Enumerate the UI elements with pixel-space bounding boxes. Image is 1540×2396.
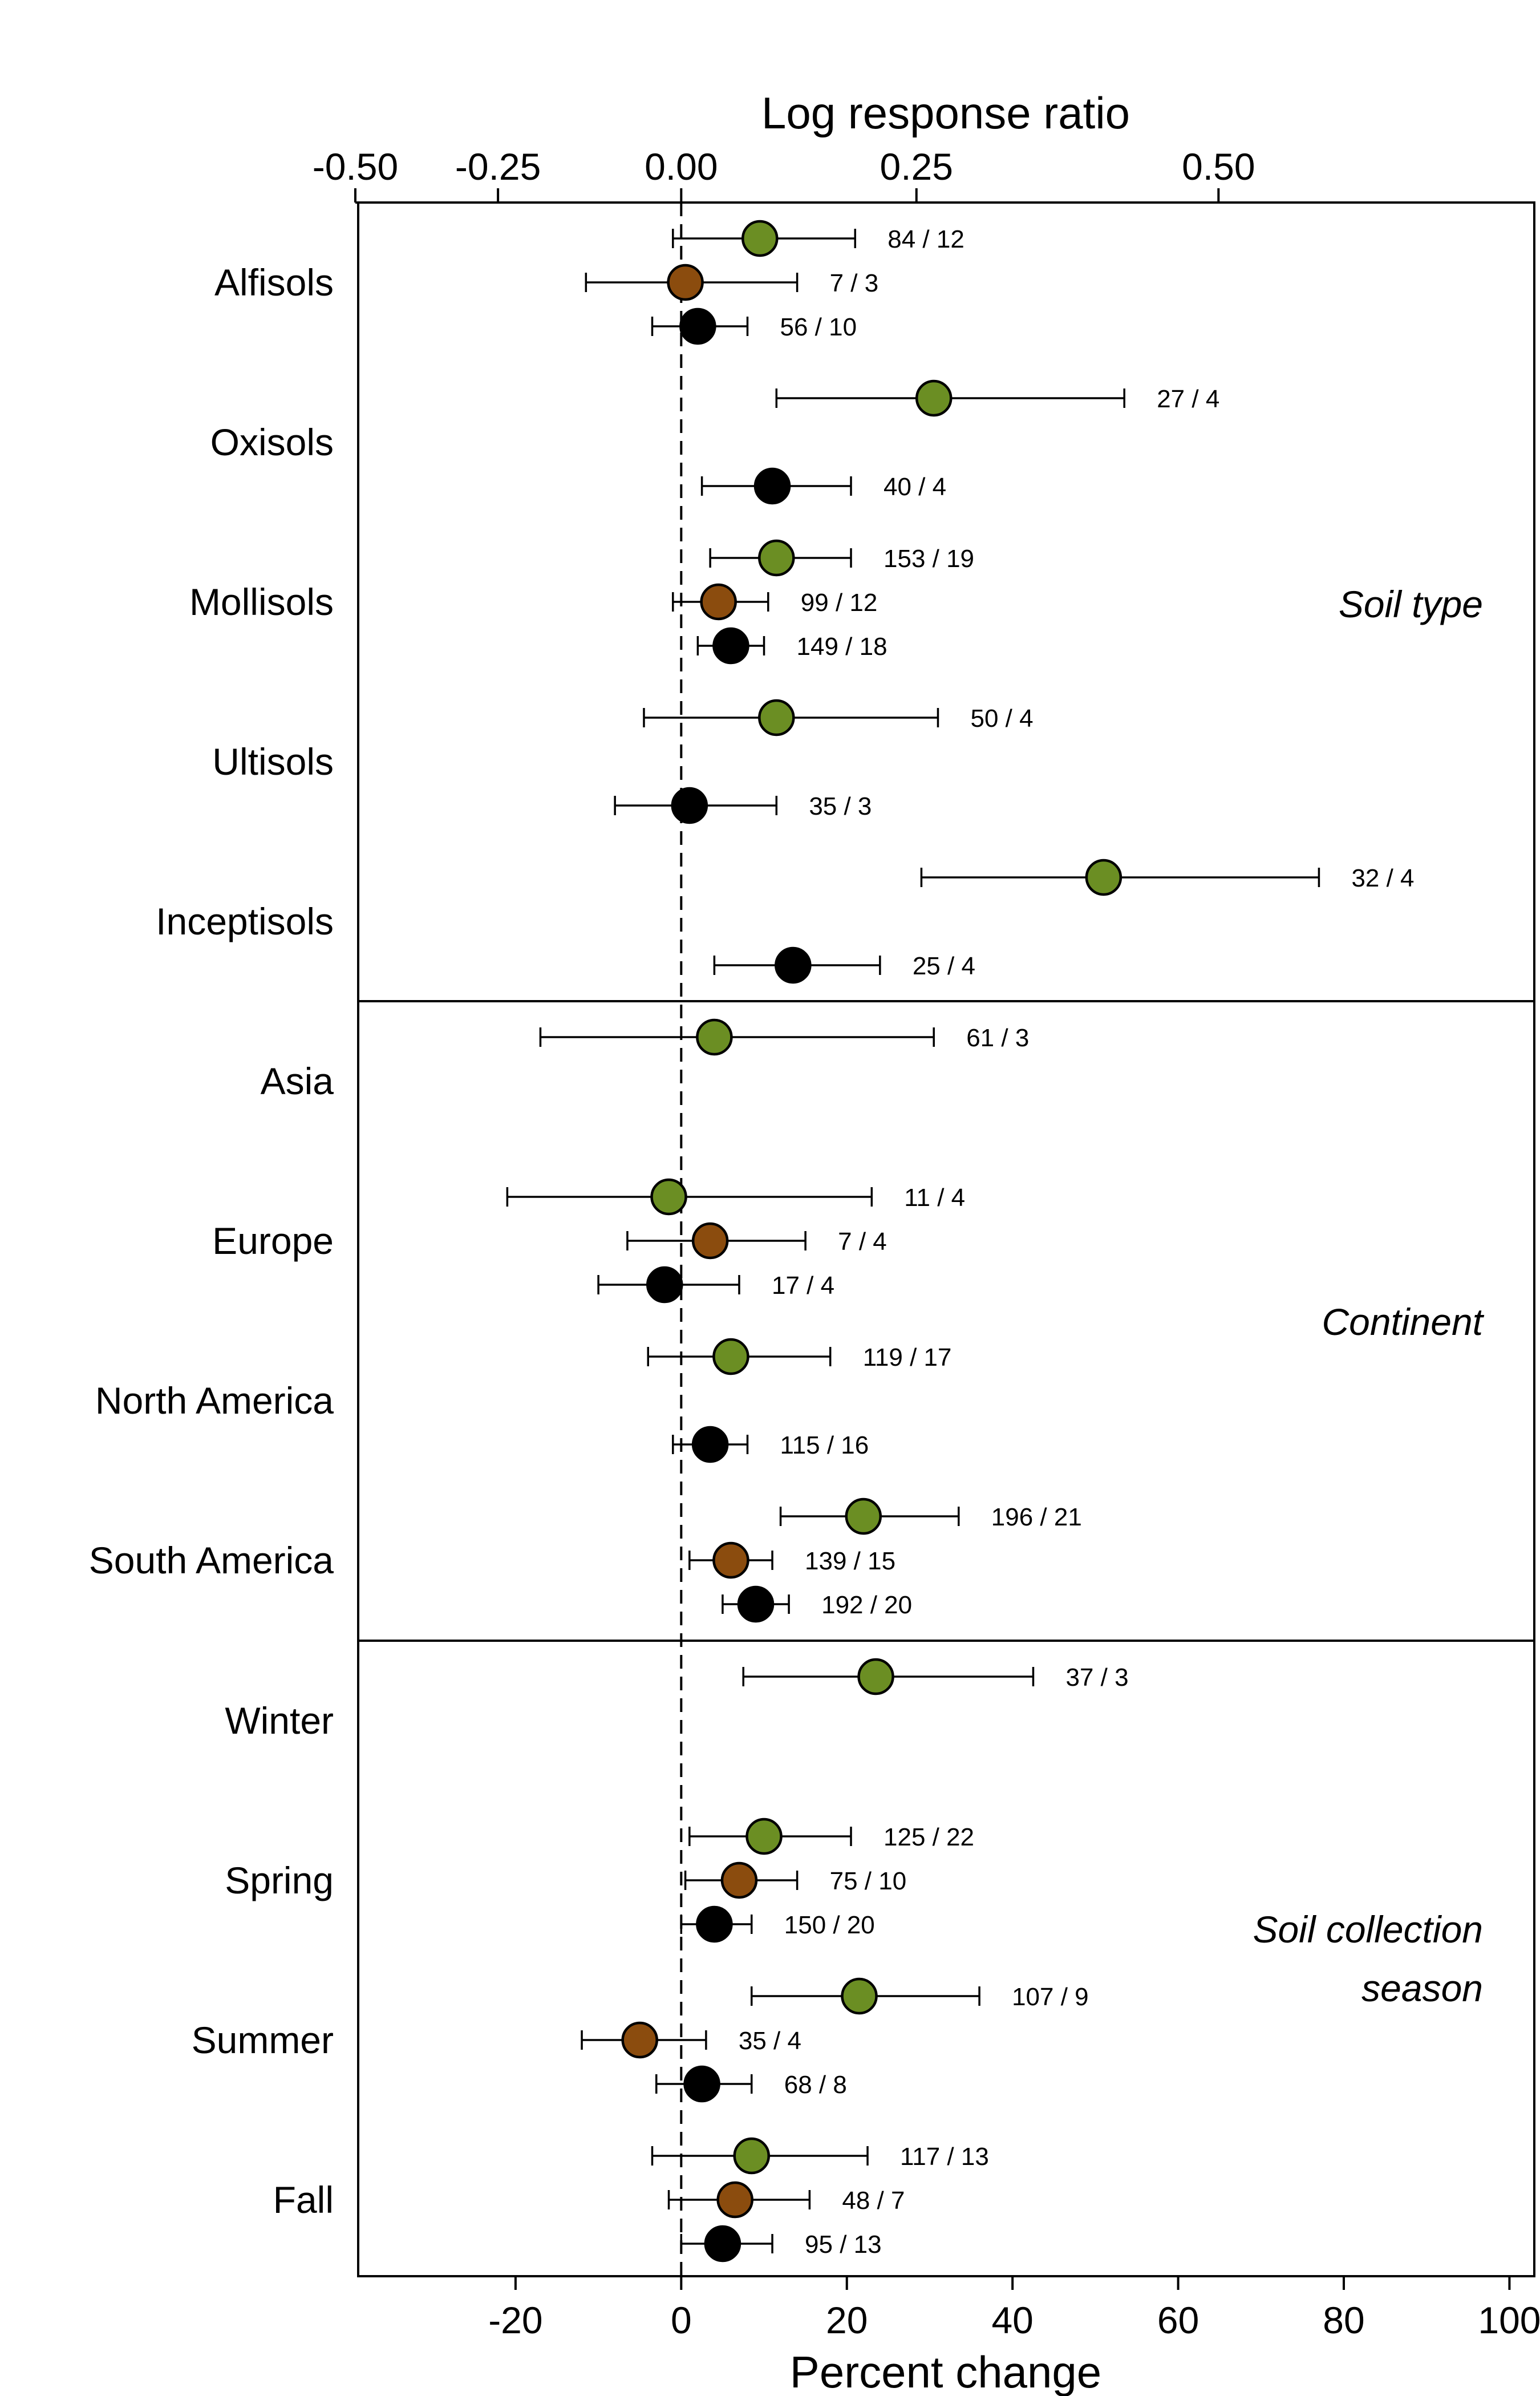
bottom-axis-tick-label: 60: [1157, 2299, 1199, 2341]
sample-size-label: 95 / 13: [805, 2231, 882, 2259]
panel-label: Continent: [1322, 1301, 1484, 1343]
bottom-axis-tick-label: -20: [488, 2299, 542, 2341]
sample-size-label: 61 / 3: [966, 1024, 1029, 1052]
data-point: [915, 379, 953, 417]
data-point: [753, 467, 791, 505]
top-axis-tick-label: -0.50: [313, 145, 398, 188]
sample-size-label: 139 / 15: [805, 1547, 895, 1575]
sample-size-label: 196 / 21: [991, 1503, 1082, 1531]
bottom-axis-title: Percent change: [790, 2347, 1101, 2396]
bottom-axis-tick-label: 0: [671, 2299, 692, 2341]
data-point: [1085, 859, 1122, 896]
sample-size-label: 99 / 12: [801, 589, 878, 617]
data-point: [716, 2181, 753, 2219]
sample-size-label: 35 / 3: [809, 792, 872, 820]
sample-size-label: 107 / 9: [1012, 1983, 1089, 2011]
sample-size-label: 27 / 4: [1157, 385, 1219, 413]
sample-size-label: 17 / 4: [772, 1272, 834, 1300]
data-point: [691, 1426, 729, 1463]
top-axis-title: Log response ratio: [761, 88, 1130, 138]
sample-size-label: 84 / 12: [887, 225, 964, 253]
sample-size-label: 48 / 7: [842, 2187, 905, 2215]
sample-size-label: 192 / 20: [821, 1591, 912, 1619]
data-point: [671, 787, 708, 824]
sample-size-label: 11 / 4: [904, 1184, 965, 1212]
row-label-mollisols: Mollisols: [189, 581, 334, 623]
data-point: [667, 264, 704, 301]
row-label-summer: Summer: [192, 2019, 334, 2061]
sample-size-label: 68 / 8: [784, 2071, 847, 2099]
data-point: [758, 699, 795, 736]
sample-size-label: 35 / 4: [739, 2027, 801, 2055]
sample-size-label: 150 / 20: [784, 1911, 875, 1939]
data-point: [712, 1338, 749, 1375]
data-point: [712, 1541, 749, 1579]
row-label-asia: Asia: [261, 1060, 334, 1102]
data-point: [741, 220, 779, 257]
row-label-fall: Fall: [273, 2179, 334, 2221]
data-point: [857, 1658, 894, 1695]
data-point: [646, 1266, 683, 1304]
bottom-axis-tick-label: 20: [826, 2299, 868, 2341]
data-point: [737, 1585, 775, 1623]
data-point: [758, 539, 795, 577]
data-point: [650, 1178, 687, 1216]
sample-size-label: 153 / 19: [884, 545, 974, 573]
sample-size-label: 37 / 3: [1065, 1664, 1128, 1691]
sample-size-label: 32 / 4: [1351, 864, 1414, 892]
data-point: [691, 1222, 729, 1260]
row-label-south-america: South America: [89, 1539, 334, 1581]
bottom-axis-tick-label: 80: [1323, 2299, 1364, 2341]
sample-size-label: 56 / 10: [780, 313, 857, 341]
sample-size-label: 7 / 3: [830, 269, 879, 297]
sample-size-label: 149 / 18: [797, 633, 887, 661]
row-label-oxisols: Oxisols: [210, 421, 334, 463]
sample-size-label: 50 / 4: [970, 705, 1033, 732]
top-axis-tick-label: 0.50: [1182, 145, 1255, 188]
plot-frame: [357, 201, 1535, 2277]
sample-size-label: 117 / 13: [900, 2143, 989, 2171]
data-point: [696, 1905, 733, 1943]
bottom-axis-tick-label: 100: [1478, 2299, 1540, 2341]
row-label-inceptisols: Inceptisols: [156, 900, 334, 942]
data-point: [704, 2225, 741, 2263]
sample-size-label: 119 / 17: [863, 1343, 952, 1371]
top-axis-tick-label: 0.00: [645, 145, 718, 188]
row-label-spring: Spring: [225, 1859, 334, 1901]
sample-size-label: 7 / 4: [838, 1228, 887, 1256]
sample-size-label: 40 / 4: [884, 473, 946, 501]
sample-size-label: 115 / 16: [780, 1431, 869, 1459]
data-point: [845, 1498, 882, 1535]
row-label-europe: Europe: [212, 1220, 334, 1262]
data-point: [712, 627, 749, 665]
sample-size-label: 125 / 22: [884, 1823, 974, 1851]
data-point: [720, 1861, 758, 1899]
data-point: [745, 1818, 783, 1855]
row-label-north-america: North America: [95, 1379, 334, 1422]
panel-label: season: [1361, 1967, 1483, 2009]
top-axis-tick-label: -0.25: [455, 145, 541, 188]
data-point: [775, 946, 812, 984]
data-point: [841, 1977, 878, 2015]
data-point: [733, 2137, 771, 2175]
data-point: [683, 2065, 720, 2103]
data-point: [621, 2021, 658, 2059]
sample-size-label: 75 / 10: [830, 1867, 907, 1895]
row-label-alfisols: Alfisols: [214, 261, 334, 303]
data-point: [696, 1018, 733, 1056]
panel-label: Soil type: [1339, 583, 1483, 625]
bottom-axis-tick-label: 40: [991, 2299, 1033, 2341]
sample-size-label: 25 / 4: [913, 952, 975, 980]
panel-label: Soil collection: [1253, 1908, 1483, 1950]
top-axis-tick-label: 0.25: [880, 145, 953, 188]
data-point: [700, 583, 737, 621]
data-point: [679, 307, 716, 345]
row-label-ultisols: Ultisols: [212, 740, 334, 783]
row-label-winter: Winter: [225, 1699, 334, 1742]
